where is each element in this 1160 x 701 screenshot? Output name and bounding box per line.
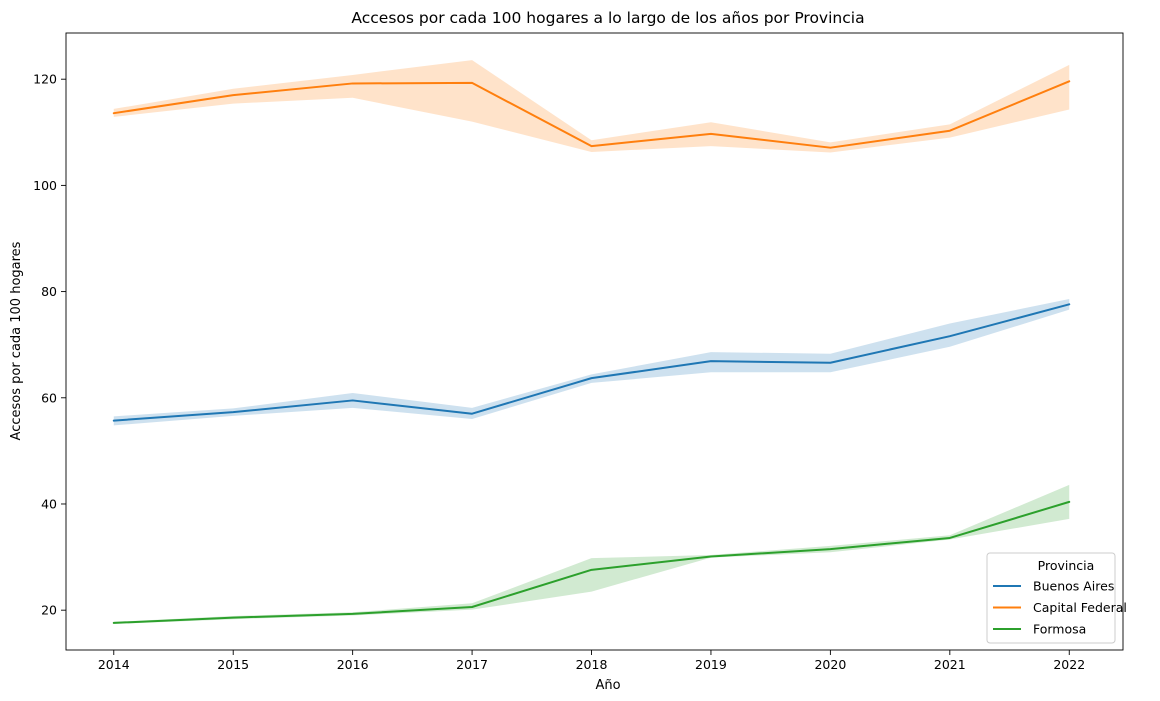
ci-band-formosa	[113, 484, 1070, 624]
plot-frame	[65, 32, 1124, 651]
legend-label-buenos-aires: Buenos Aires	[1033, 579, 1114, 594]
x-tick-label: 2021	[934, 657, 966, 672]
y-tick-label: 20	[41, 603, 57, 618]
x-tick-label: 2017	[456, 657, 488, 672]
x-tick-label: 2020	[814, 657, 846, 672]
y-tick-label: 80	[41, 284, 57, 299]
legend-box	[986, 552, 1116, 644]
ci-band-buenos-aires	[113, 299, 1070, 426]
ci-band-capital-federal	[113, 60, 1070, 153]
series-line-buenos-aires	[112, 303, 1071, 422]
plot-area	[112, 60, 1071, 624]
x-tick-label: 2019	[695, 657, 727, 672]
legend-label-formosa: Formosa	[1033, 622, 1086, 637]
x-axis: 2014 2015 2016 2017 2018 2019 2020 2021 2022	[98, 650, 1085, 672]
y-axis: 20 40 60 80 100 120	[33, 72, 66, 618]
series-line-formosa	[112, 500, 1071, 624]
y-tick-label: 100	[33, 178, 57, 193]
x-axis-label: Año	[595, 678, 620, 693]
legend-label-capital-federal: Capital Federal	[1033, 600, 1127, 615]
y-tick-label: 40	[41, 496, 57, 511]
legend-title: Provincia	[1038, 558, 1095, 573]
y-tick-label: 120	[33, 72, 57, 87]
chart-title: Accesos por cada 100 hogares a lo largo …	[351, 9, 864, 27]
y-tick-label: 60	[41, 390, 57, 405]
legend: Provincia Buenos Aires Capital Federal For…	[986, 552, 1127, 644]
series-line-capital-federal	[112, 80, 1071, 149]
x-tick-label: 2014	[98, 657, 130, 672]
x-tick-label: 2018	[576, 657, 608, 672]
y-axis-label: Accesos por cada 100 hogares	[9, 241, 24, 440]
x-tick-label: 2016	[337, 657, 369, 672]
x-tick-label: 2015	[217, 657, 249, 672]
x-tick-label: 2022	[1053, 657, 1085, 672]
